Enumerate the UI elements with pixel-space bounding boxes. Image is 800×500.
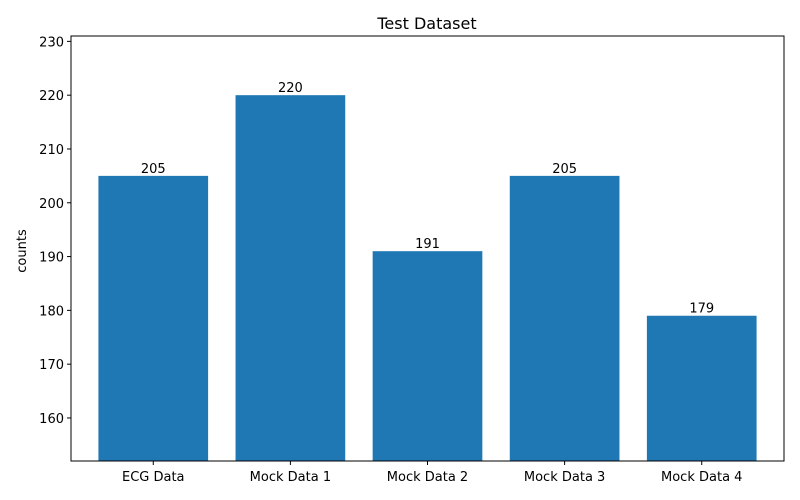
plot-frame [70, 35, 785, 462]
y-tick-label-1: 160 [39, 412, 64, 427]
bar-1 [98, 175, 209, 461]
bar-3 [372, 251, 483, 461]
x-tick-label-5: Mock Data 4 [661, 470, 742, 485]
x-tick-label-2: Mock Data 1 [250, 470, 331, 485]
y-axis-title: counts [15, 229, 30, 273]
y-tick-label-8: 230 [39, 35, 64, 50]
data-label-4: 205 [552, 162, 577, 177]
data-label-5: 179 [689, 302, 714, 317]
bars-layer [98, 95, 757, 461]
x-axis: ECG Data Mock Data 1 Mock Data 2 Mock Data … [122, 461, 742, 485]
y-tick-label-4: 190 [39, 251, 64, 266]
x-tick-label-3: Mock Data 2 [387, 470, 468, 485]
chart-title: Test Dataset [376, 14, 476, 33]
bar-4 [509, 175, 620, 461]
x-tick-label-1: ECG Data [122, 470, 185, 485]
y-tick-label-6: 210 [39, 143, 64, 158]
y-tick-label-7: 220 [39, 89, 64, 104]
y-tick-label-2: 170 [39, 358, 64, 373]
data-labels-layer: 205 220 191 205 179 [141, 81, 714, 317]
bar-2 [235, 95, 346, 461]
x-tick-label-4: Mock Data 3 [524, 470, 605, 485]
data-label-3: 191 [415, 237, 440, 252]
y-axis: 160 170 180 190 200 210 220 230 [39, 35, 71, 427]
y-tick-label-5: 200 [39, 197, 64, 212]
bar-5 [646, 315, 757, 461]
data-label-2: 220 [278, 81, 303, 96]
data-label-1: 205 [141, 162, 166, 177]
y-tick-label-3: 180 [39, 304, 64, 319]
